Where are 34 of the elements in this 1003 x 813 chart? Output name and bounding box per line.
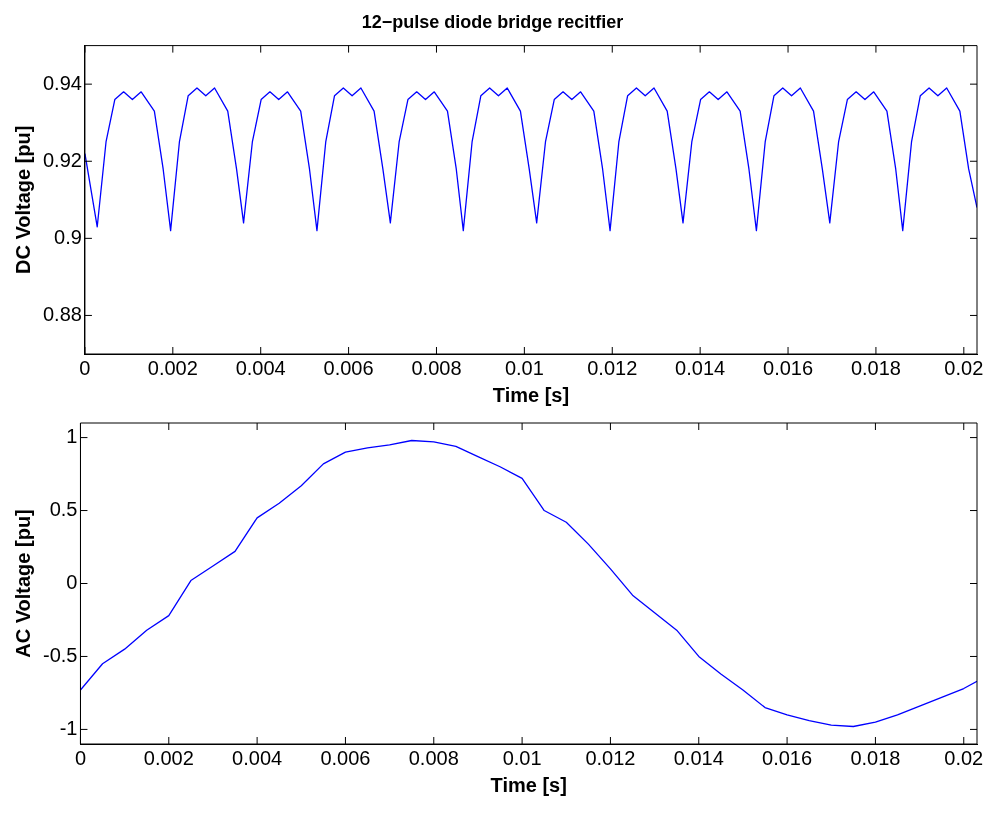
y-tick-label: 1 (66, 425, 78, 448)
x-tick-label: 0.008 (408, 746, 459, 769)
x-tick-label: 0.02 (944, 746, 984, 769)
x-tick-label: 0.008 (411, 356, 462, 379)
x-tick-label: 0.014 (675, 356, 726, 379)
x-axis-title: Time [s] (492, 383, 570, 406)
x-tick-label: 0.016 (762, 746, 813, 769)
y-tick-label: -0.5 (42, 643, 78, 666)
y-axis-title: AC Voltage [pu] (11, 509, 34, 658)
y-tick-label: 0.94 (42, 71, 82, 94)
x-tick-label: 0.006 (320, 746, 371, 769)
y-tick-label: 0.88 (42, 302, 82, 325)
y-tick-label: 0.5 (49, 498, 78, 521)
x-axis-title: Time [s] (490, 773, 567, 796)
x-tick-label: 0.014 (673, 746, 724, 769)
x-tick-label: 0.012 (587, 356, 638, 379)
y-tick-label: -1 (59, 716, 78, 739)
x-tick-label: 0.01 (504, 356, 544, 379)
x-tick-label: 0.004 (235, 356, 286, 379)
x-tick-label: 0.016 (763, 356, 814, 379)
chart-title: 12−pulse diode bridge recitfier (361, 11, 624, 32)
x-tick-label: 0.004 (232, 746, 283, 769)
x-tick-label: 0.006 (323, 356, 374, 379)
x-tick-label: 0.002 (147, 356, 198, 379)
x-tick-label: 0.018 (850, 746, 901, 769)
x-tick-label: 0.01 (502, 746, 542, 769)
x-tick-label: 0.002 (143, 746, 194, 769)
y-tick-label: 0.9 (54, 225, 82, 248)
x-tick-label: 0.02 (944, 356, 984, 379)
x-tick-label: 0.012 (585, 746, 636, 769)
y-tick-label: 0 (66, 571, 78, 594)
y-tick-label: 0.92 (42, 148, 82, 171)
x-tick-label: 0.018 (850, 356, 901, 379)
y-axis-title: DC Voltage [pu] (11, 125, 34, 275)
